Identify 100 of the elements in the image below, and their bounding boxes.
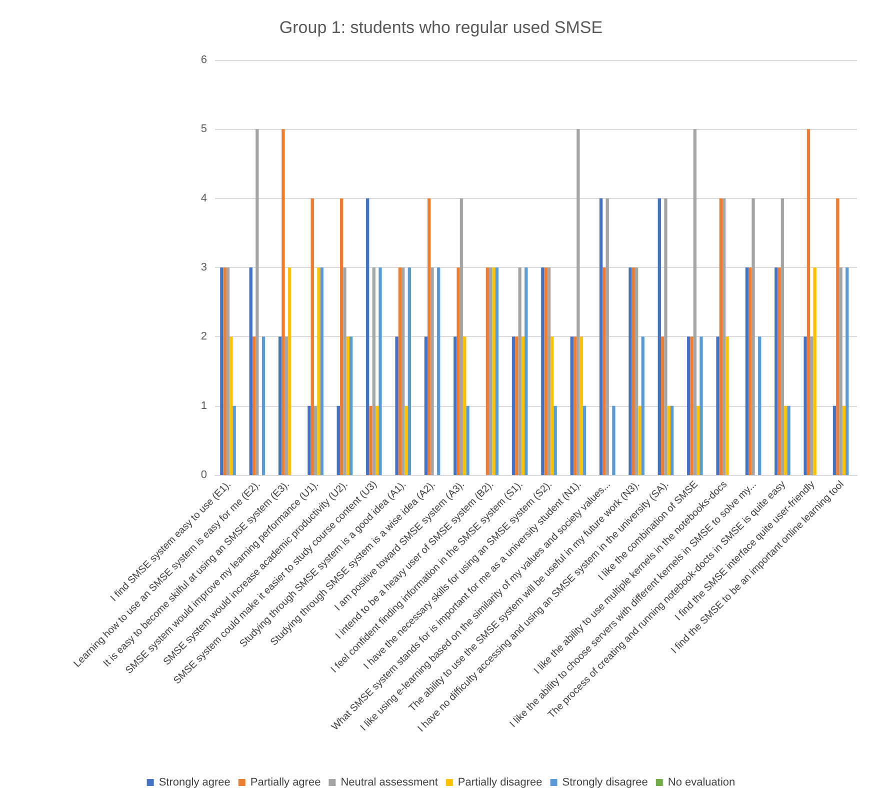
bar: [696, 406, 700, 475]
bar: [687, 336, 690, 475]
bar: [460, 198, 464, 475]
bar: [664, 198, 668, 475]
bar: [784, 406, 788, 475]
bar: [340, 198, 344, 475]
bar: [774, 268, 778, 475]
y-tick-label: 1: [200, 400, 207, 412]
bar: [518, 268, 522, 475]
bar: [836, 198, 840, 475]
bar: [278, 336, 282, 475]
legend-label: Partially agree: [250, 776, 321, 788]
bar: [430, 268, 434, 475]
bar: [395, 336, 398, 475]
bar: [314, 406, 318, 475]
bar: [632, 268, 635, 475]
bar: [288, 268, 292, 475]
bar: [554, 406, 557, 475]
bar: [582, 406, 586, 475]
bar: [220, 268, 224, 475]
y-tick-label: 0: [200, 469, 207, 481]
bar: [369, 406, 372, 475]
bar: [780, 198, 784, 475]
bar: [846, 268, 849, 475]
bar: [832, 406, 836, 475]
bar: [580, 336, 583, 475]
bar: [282, 129, 285, 475]
bar: [716, 336, 720, 475]
bar: [308, 406, 311, 475]
bar: [658, 198, 661, 475]
bar: [804, 336, 807, 475]
bar: [343, 268, 346, 475]
bar: [638, 406, 642, 475]
legend-label: Partially disagree: [458, 776, 542, 788]
bar: [456, 268, 460, 475]
legend-label: Neutral assessment: [340, 776, 438, 788]
bar: [787, 406, 790, 475]
bar: [372, 268, 376, 475]
bar: [521, 336, 525, 475]
bar: [628, 268, 632, 475]
bar: [550, 336, 554, 475]
bar: [495, 268, 499, 475]
bar: [398, 268, 402, 475]
bar: [463, 336, 466, 475]
bar: [320, 268, 324, 475]
bar: [336, 406, 340, 475]
y-tick-label: 3: [200, 262, 207, 274]
bar: [667, 406, 670, 475]
bar: [249, 268, 252, 475]
bar: [223, 268, 226, 475]
bar: [547, 268, 551, 475]
bar: [745, 268, 749, 475]
y-tick-label: 6: [200, 54, 207, 66]
bar: [376, 406, 379, 475]
legend-label: No evaluation: [668, 776, 736, 788]
bar: [634, 268, 638, 475]
y-tick-label: 5: [200, 123, 207, 136]
bar: [486, 268, 490, 475]
bar: [492, 268, 496, 475]
bar: [466, 406, 470, 475]
y-tick-label: 4: [200, 192, 207, 204]
bar: [230, 336, 233, 475]
bar: [232, 406, 236, 475]
bar: [366, 198, 370, 475]
bar: [256, 129, 259, 475]
bar: [719, 198, 723, 475]
bar: [404, 406, 408, 475]
bar: [670, 406, 674, 475]
legend-label: Strongly disagree: [562, 776, 648, 788]
bar: [284, 336, 288, 475]
bar: [839, 268, 842, 475]
bar: [408, 268, 412, 475]
bar: [726, 336, 729, 475]
bar: [722, 198, 726, 475]
bar: [813, 268, 816, 475]
chart-title: Group 1: students who regular used SMSE: [279, 18, 603, 37]
bar: [489, 268, 492, 475]
bar: [226, 268, 230, 475]
bar: [660, 336, 664, 475]
bar: [524, 268, 528, 475]
bar: [346, 336, 350, 475]
bar: [810, 336, 814, 475]
bar: [515, 336, 518, 475]
bar: [402, 268, 405, 475]
bar: [317, 268, 320, 475]
bar: [606, 198, 609, 475]
bar: [454, 336, 457, 475]
bar: [576, 129, 580, 475]
bar: [778, 268, 781, 475]
bar: [252, 336, 256, 475]
bar: [641, 336, 644, 475]
bar: [806, 129, 810, 475]
bar: [693, 129, 696, 475]
bar: [349, 336, 353, 475]
y-tick-label: 2: [200, 330, 207, 343]
bar: [378, 268, 382, 475]
bar: [758, 336, 762, 475]
bar: [690, 336, 694, 475]
bar: [573, 336, 577, 475]
bar: [570, 336, 574, 475]
